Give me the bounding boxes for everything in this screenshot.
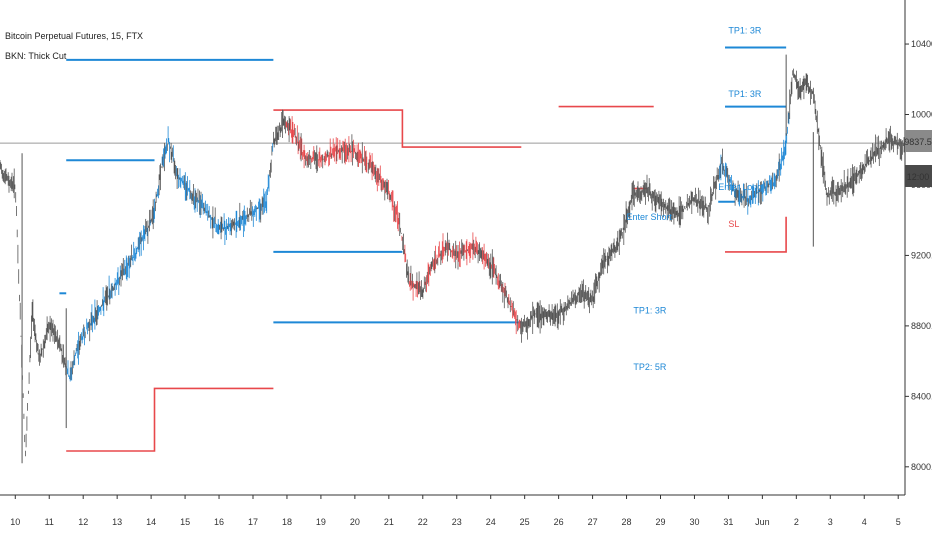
x-tick-label: 4 <box>862 517 867 527</box>
trade-annotation: TP2: 5R <box>633 362 667 372</box>
x-tick-label: 20 <box>350 517 360 527</box>
last-price-label: 9837.5 <box>904 137 932 147</box>
x-tick-label: 11 <box>45 517 54 527</box>
y-tick-label: 10000.0 <box>911 110 932 120</box>
x-tick-label: 24 <box>486 517 496 527</box>
x-tick-label: 28 <box>622 517 632 527</box>
x-tick-label: 14 <box>146 517 156 527</box>
x-tick-label: 16 <box>214 517 224 527</box>
x-tick-label: 21 <box>384 517 394 527</box>
x-tick-label: 26 <box>554 517 564 527</box>
x-tick-label: 23 <box>452 517 462 527</box>
y-tick-label: 10400.0 <box>911 39 932 49</box>
trade-annotation: TP1: 3R <box>633 306 667 316</box>
y-axis-ticks: 8000.08400.08800.09200.09600.010000.0104… <box>905 39 932 472</box>
chart-legend: Bitcoin Perpetual Futures, 15, FTX BKN: … <box>5 26 143 66</box>
x-tick-label: 30 <box>689 517 699 527</box>
price-series <box>0 54 906 464</box>
x-tick-label: 27 <box>588 517 598 527</box>
x-tick-label: 22 <box>418 517 428 527</box>
trade-annotation: TP1: 3R <box>728 25 762 35</box>
x-tick-label: 2 <box>794 517 799 527</box>
time-badge <box>905 165 932 187</box>
stop-loss-step-line <box>725 216 787 253</box>
indicator-title[interactable]: BKN: Thick Cut <box>5 51 67 61</box>
x-tick-label: 18 <box>282 517 292 527</box>
x-tick-label: 12 <box>78 517 88 527</box>
symbol-title[interactable]: Bitcoin Perpetual Futures, 15, FTX <box>5 31 144 41</box>
y-tick-label: 9200.0 <box>911 250 932 260</box>
x-tick-label: 13 <box>112 517 122 527</box>
trade-annotation: TP1: 3R <box>728 89 762 99</box>
x-tick-label: 10 <box>10 517 20 527</box>
x-tick-label: 5 <box>896 517 901 527</box>
stop-loss-step-line <box>273 109 522 148</box>
last-price-badge <box>905 130 932 152</box>
x-tick-label: 17 <box>248 517 258 527</box>
price-badges: 9837.5 12:00 <box>904 130 932 187</box>
x-tick-label: 19 <box>316 517 326 527</box>
x-tick-label: 25 <box>520 517 530 527</box>
y-tick-label: 8000.0 <box>911 462 932 472</box>
x-tick-label: 31 <box>723 517 733 527</box>
annotations: TP1: 3R TP1: 3R Enter Long SL Enter Short TP1… <box>627 25 763 371</box>
y-tick-label: 8800.0 <box>911 321 932 331</box>
trade-annotation: Enter Long <box>718 182 762 192</box>
level-lines <box>59 46 787 452</box>
x-tick-label: 29 <box>655 517 665 527</box>
time-badge-label: 12:00 <box>907 172 930 182</box>
x-tick-label: 15 <box>180 517 190 527</box>
stop-loss-step-line <box>66 387 274 452</box>
x-tick-label: 3 <box>828 517 833 527</box>
x-axis-ticks: 10 11 12 13 14 15 16 17 18 19 20 21 22 23 24 25 26 27 28 29… <box>10 495 901 527</box>
trade-annotation: Enter Short <box>627 212 673 222</box>
y-tick-label: 8400.0 <box>911 391 932 401</box>
trade-annotation: SL <box>728 219 739 229</box>
x-tick-label: Jun <box>755 517 770 527</box>
